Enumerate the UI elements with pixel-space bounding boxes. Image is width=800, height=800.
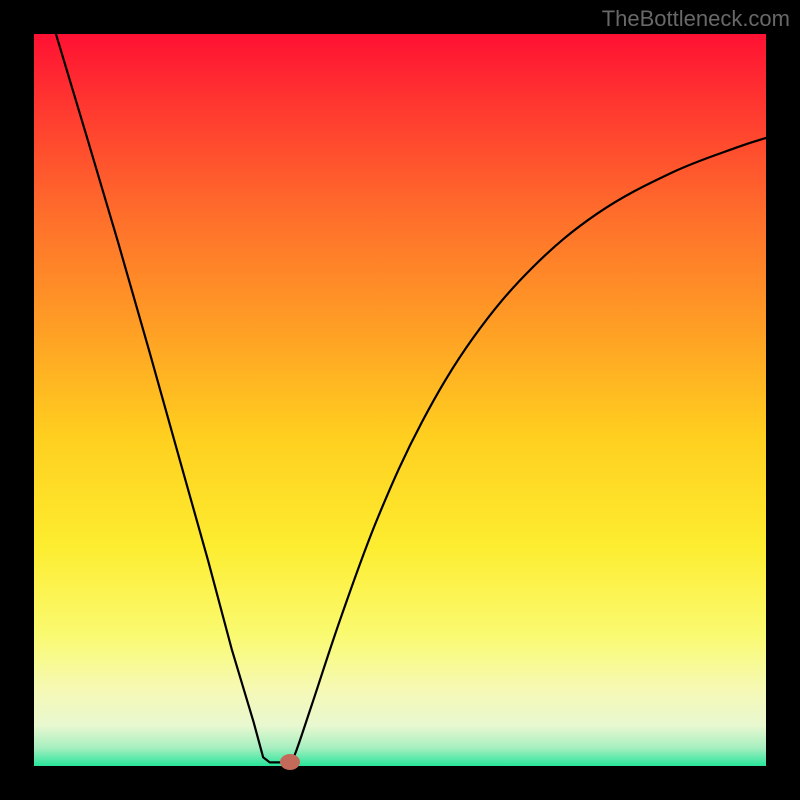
plot-area [34,34,766,766]
watermark-text: TheBottleneck.com [602,6,790,32]
bottleneck-curve [34,34,766,766]
chart-frame: TheBottleneck.com [0,0,800,800]
minimum-marker [280,754,300,770]
